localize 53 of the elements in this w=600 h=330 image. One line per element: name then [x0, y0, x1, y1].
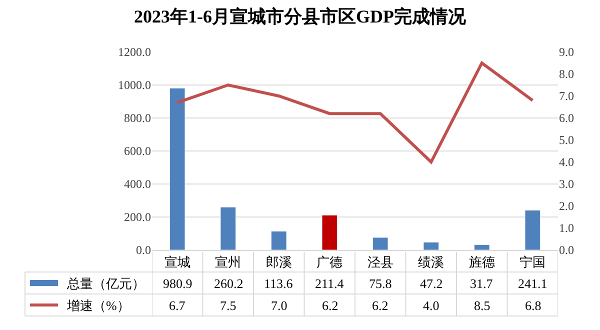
y2-tick-label: 9.0	[559, 45, 574, 60]
data-label: 75.8	[369, 276, 392, 291]
bar	[322, 214, 338, 250]
y2-tick-label: 8.0	[559, 67, 574, 82]
data-label: 4.0	[423, 298, 440, 313]
data-label: 980.9	[163, 276, 192, 291]
data-label: 8.5	[474, 298, 490, 313]
y2-tick-label: 1.0	[559, 221, 574, 236]
y-tick-label: 600.0	[124, 144, 151, 158]
y-tick-label: 800.0	[124, 111, 151, 126]
bar	[474, 244, 490, 250]
data-label: 6.2	[322, 298, 338, 313]
x-tick-label: 宣州	[215, 254, 242, 270]
x-tick-label: 泾县	[367, 254, 394, 270]
x-tick-label: 广德	[316, 254, 343, 270]
data-label: 7.5	[220, 298, 236, 313]
bar	[170, 88, 186, 250]
data-label: 241.1	[518, 276, 548, 291]
data-label: 31.7	[470, 276, 494, 291]
y2-tick-label: 3.0	[559, 177, 574, 192]
legend-label: 总量（亿元）	[66, 276, 145, 291]
bar	[271, 231, 287, 250]
y2-tick-label: 6.0	[559, 111, 574, 126]
x-tick-label: 宣城	[164, 254, 190, 270]
y-tick-label: 0.0	[136, 243, 151, 258]
y2-tick-label: 5.0	[559, 133, 574, 148]
data-label: 211.4	[315, 276, 344, 291]
y-tick-label: 1200.0	[118, 45, 151, 60]
x-tick-label: 旌德	[468, 254, 495, 270]
data-label: 260.2	[214, 276, 244, 291]
bar	[220, 206, 236, 250]
x-tick-label: 绩溪	[418, 254, 444, 270]
x-tick-label: 郎溪	[266, 254, 292, 270]
bar	[372, 237, 388, 250]
data-label: 6.8	[525, 298, 542, 313]
y2-tick-label: 7.0	[559, 89, 574, 104]
bar	[423, 242, 439, 250]
y-tick-label: 1000.0	[118, 78, 151, 92]
chart-title: 2023年1-6月宣城市分县市区GDP完成情况	[134, 6, 467, 27]
data-label: 113.6	[264, 276, 294, 291]
data-label: 6.7	[169, 298, 186, 313]
x-tick-label: 宁国	[520, 254, 546, 270]
y-tick-label: 400.0	[124, 177, 151, 192]
line-series	[176, 62, 534, 164]
data-label: 6.2	[372, 298, 388, 313]
data-label: 7.0	[271, 298, 288, 313]
data-label: 47.2	[420, 276, 443, 291]
y-tick-label: 200.0	[124, 210, 151, 224]
y2-tick-label: 0.0	[559, 243, 574, 258]
y2-tick-label: 4.0	[559, 155, 574, 170]
legend-label: 增速（%）	[66, 298, 130, 313]
bar	[524, 210, 540, 250]
y2-tick-label: 2.0	[559, 199, 574, 214]
